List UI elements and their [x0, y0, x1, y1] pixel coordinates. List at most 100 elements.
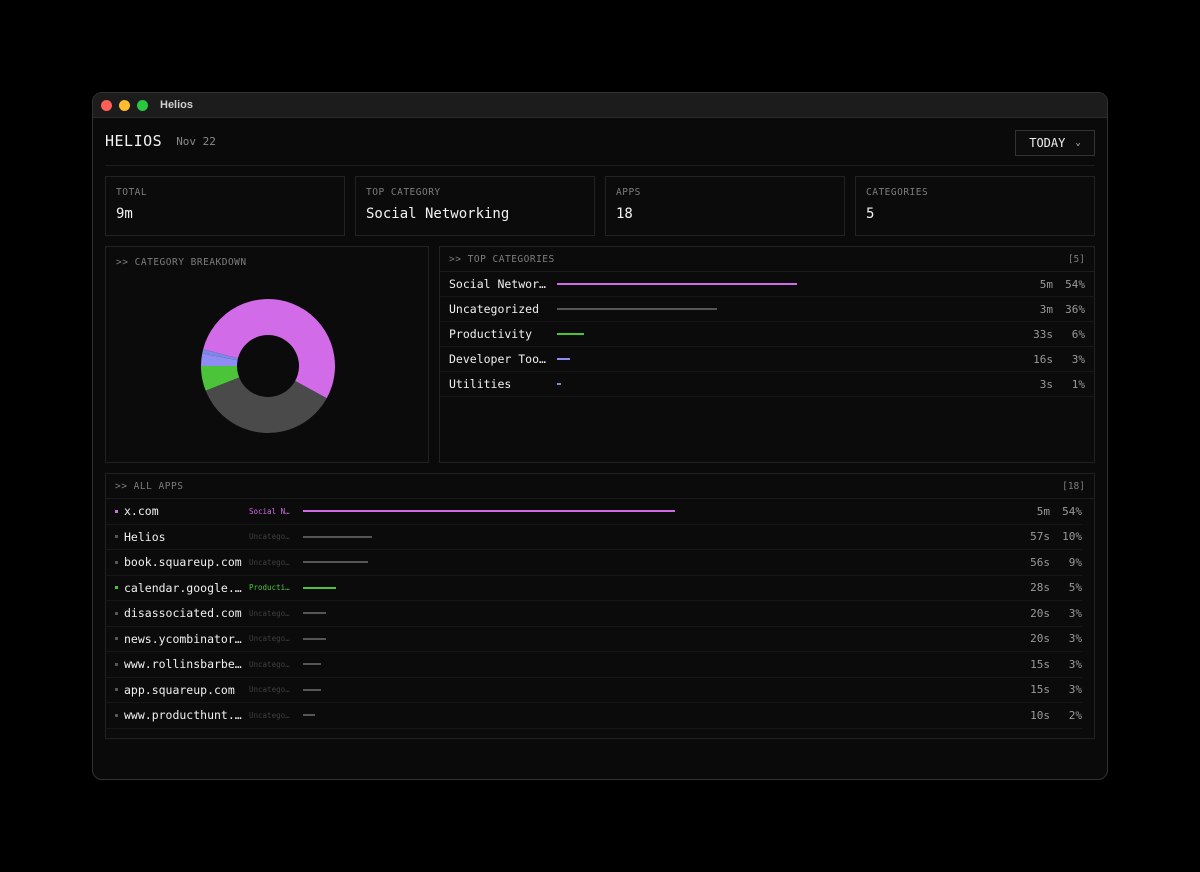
- top-categories-panel: >> TOP CATEGORIES [5] Social Networ… 5m 54…: [439, 246, 1095, 463]
- category-count: [5]: [1067, 253, 1085, 265]
- app-color-dot: [115, 713, 118, 717]
- donut-slice-0: [203, 299, 335, 399]
- app-category: Social N…: [249, 506, 290, 516]
- category-percent: 36%: [1065, 302, 1085, 316]
- app-brand: HELIOS: [105, 132, 163, 150]
- app-bar-track: [303, 634, 1010, 644]
- app-percent: 9%: [1068, 555, 1082, 569]
- app-bar-track: [303, 532, 1010, 542]
- donut-slice-1: [205, 377, 327, 433]
- category-row[interactable]: Developer Too… 16s 3%: [440, 347, 1094, 372]
- app-name: www.producthunt.…: [124, 708, 242, 723]
- category-time: 3m: [1039, 302, 1053, 316]
- app-row[interactable]: book.squareup.com Uncatego… 56s 9%: [106, 550, 1082, 576]
- app-row[interactable]: x.com Social N… 5m 54%: [106, 499, 1082, 525]
- app-color-dot: [115, 586, 118, 590]
- app-time: 28s: [1030, 581, 1050, 595]
- category-name: Social Networ…: [449, 277, 546, 291]
- close-window-button[interactable]: [101, 99, 112, 111]
- category-bar: [557, 383, 562, 385]
- app-row[interactable]: www.rollinsbarbe… Uncatego… 15s 3%: [106, 652, 1082, 678]
- category-bar-track: [557, 354, 1013, 364]
- category-bar-track: [557, 379, 1013, 389]
- category-bar-track: [557, 279, 1013, 289]
- app-category: Uncatego…: [249, 685, 290, 695]
- app-bar: [303, 637, 327, 640]
- app-time: 57s: [1030, 530, 1050, 544]
- stats-row: TOTAL 9m TOP CATEGORY Social Networking …: [105, 176, 1095, 236]
- chevron-down-icon: ⌄: [1075, 138, 1081, 148]
- app-name: x.com: [124, 504, 159, 519]
- minimize-window-button[interactable]: [119, 99, 130, 111]
- app-percent: 5%: [1068, 581, 1082, 595]
- date-range-dropdown[interactable]: TODAY ⌄: [1015, 130, 1095, 156]
- app-time: 15s: [1030, 657, 1050, 671]
- app-bar-track: [303, 710, 1010, 720]
- app-list[interactable]: x.com Social N… 5m 54% Helios Uncatego… 57s 10%…: [106, 499, 1094, 738]
- category-time: 16s: [1033, 352, 1053, 366]
- app-name: app.squareup.com: [124, 682, 235, 697]
- app-row[interactable]: news.ycombinator… Uncatego… 20s 3%: [106, 627, 1082, 652]
- app-row[interactable]: www.producthunt.… Uncatego… 10s 2%: [106, 703, 1082, 729]
- app-percent: 3%: [1068, 632, 1082, 646]
- app-bar-track: [303, 583, 1010, 593]
- app-name: book.squareup.com: [124, 555, 242, 570]
- category-percent: 1%: [1071, 377, 1085, 391]
- app-percent: 3%: [1068, 657, 1082, 671]
- panel-title: >> ALL APPS: [115, 480, 184, 492]
- stat-card-top-category: TOP CATEGORY Social Networking: [355, 176, 595, 236]
- app-bar: [303, 714, 315, 717]
- app-time: 15s: [1030, 683, 1050, 697]
- app-category: Uncatego…: [249, 659, 290, 669]
- window-title: Helios: [160, 99, 194, 111]
- panel-title: >> TOP CATEGORIES: [449, 253, 555, 265]
- category-time: 33s: [1033, 327, 1053, 341]
- app-percent: 54%: [1062, 504, 1082, 518]
- app-bar-track: [303, 685, 1010, 695]
- stat-label: APPS: [616, 187, 641, 198]
- app-row[interactable]: disassociated.com Uncatego… 20s 3%: [106, 601, 1082, 627]
- maximize-window-button[interactable]: [137, 99, 148, 111]
- app-bar: [303, 586, 337, 589]
- app-color-dot: [115, 535, 118, 539]
- app-category: Uncatego…: [249, 557, 290, 567]
- category-row[interactable]: Productivity 33s 6%: [440, 322, 1094, 347]
- app-percent: 3%: [1068, 606, 1082, 620]
- app-bar: [303, 561, 369, 564]
- app-name: disassociated.com: [124, 606, 242, 621]
- app-category: Uncatego…: [249, 532, 290, 542]
- app-bar: [303, 612, 327, 615]
- app-category: Uncatego…: [249, 608, 290, 618]
- category-bar: [557, 308, 717, 310]
- category-bar: [557, 283, 797, 285]
- app-bar: [303, 688, 321, 691]
- category-percent: 54%: [1065, 277, 1085, 291]
- category-row[interactable]: Uncategorized 3m 36%: [440, 297, 1094, 322]
- category-time: 5m: [1039, 277, 1053, 291]
- stat-card-apps: APPS 18: [605, 176, 845, 236]
- app-count: [18]: [1062, 480, 1085, 492]
- traffic-lights: [101, 99, 148, 111]
- app-bar-track: [303, 557, 1010, 567]
- donut-slice-3: [201, 353, 238, 366]
- app-category: Uncatego…: [249, 634, 290, 644]
- app-color-dot: [115, 662, 118, 666]
- category-bar: [557, 358, 571, 360]
- app-name: Helios: [124, 529, 166, 544]
- app-row[interactable]: Helios Uncatego… 57s 10%: [106, 525, 1082, 550]
- category-bar-track: [557, 329, 1013, 339]
- app-category: Uncatego…: [249, 710, 290, 720]
- panel-header: >> TOP CATEGORIES [5]: [440, 247, 1094, 272]
- app-row[interactable]: calendar.google.… Producti… 28s 5%: [106, 576, 1082, 601]
- app-time: 5m: [1036, 504, 1050, 518]
- stat-card-total: TOTAL 9m: [105, 176, 345, 236]
- panel-header: >> ALL APPS [18]: [106, 474, 1094, 499]
- date-range-label: TODAY: [1029, 136, 1066, 150]
- stat-value: Social Networking: [366, 206, 510, 222]
- category-row[interactable]: Social Networ… 5m 54%: [440, 272, 1094, 297]
- stat-value: 5: [866, 206, 875, 222]
- stat-label: CATEGORIES: [866, 187, 929, 198]
- app-row[interactable]: app.squareup.com Uncatego… 15s 3%: [106, 678, 1082, 703]
- category-row[interactable]: Utilities 3s 1%: [440, 372, 1094, 397]
- donut-slice-4: [202, 349, 238, 361]
